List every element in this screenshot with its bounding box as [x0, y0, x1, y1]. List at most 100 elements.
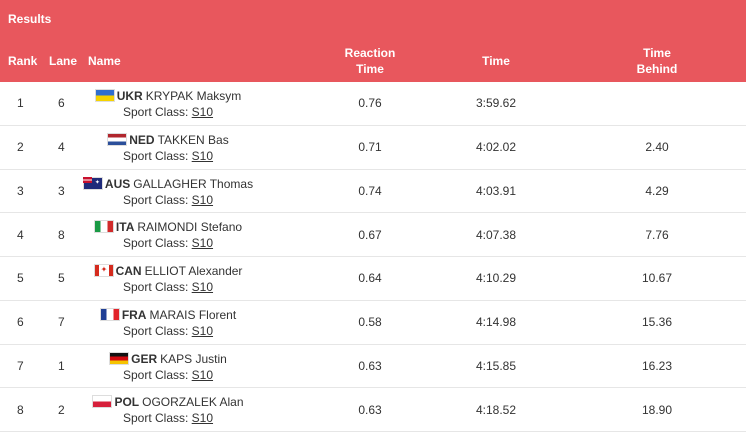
sport-class: Sport Class: S10: [68, 235, 268, 251]
time-cell: 4:03.91: [475, 183, 517, 198]
athlete-cell: POL OGORZALEK Alan Sport Class: S10: [68, 394, 268, 426]
col-lane: Lane: [49, 54, 78, 68]
rank-cell: 4: [17, 227, 24, 242]
col-behind-line1: Time: [643, 46, 671, 60]
sport-class-value[interactable]: S10: [191, 148, 214, 163]
rank-cell: 1: [17, 96, 24, 111]
time-behind-cell: 18.90: [641, 402, 673, 417]
athlete-cell: FRA MARAIS Florent Sport Class: S10: [68, 307, 268, 339]
lane-cell: 7: [58, 315, 65, 330]
results-table-body: 1 6 UKR KRYPAK Maksym Sport Class: S10 0.76 3:…: [0, 82, 746, 432]
sport-class-value[interactable]: S10: [191, 323, 214, 338]
reaction-time-cell: 0.63: [358, 402, 382, 417]
rank-cell: 2: [17, 140, 24, 155]
athlete-name[interactable]: GALLAGHER Thomas: [133, 176, 254, 191]
col-time: Time: [482, 54, 510, 68]
reaction-time-cell: 0.63: [358, 358, 382, 373]
sport-class: Sport Class: S10: [68, 192, 268, 208]
sport-class: Sport Class: S10: [68, 279, 268, 295]
time-cell: 3:59.62: [475, 96, 517, 111]
athlete-cell: ✦ CAN ELLIOT Alexander Sport Class: S10: [68, 263, 268, 295]
pol-flag-icon: [92, 395, 113, 409]
sport-class-value[interactable]: S10: [191, 280, 214, 294]
rank-cell: 7: [17, 358, 24, 373]
time-behind-cell: 2.40: [645, 140, 669, 155]
rank-cell: 3: [17, 183, 24, 198]
table-row: 7 1 GER KAPS Justin Sport Class: S10 0.63 4:15…: [0, 345, 746, 389]
athlete-name[interactable]: ELLIOT Alexander: [144, 264, 243, 278]
ned-flag-icon: [107, 132, 128, 146]
sport-class-value[interactable]: S10: [191, 105, 214, 119]
lane-cell: 8: [58, 227, 65, 242]
noc-code: ITA: [115, 220, 135, 235]
noc-code: POL: [114, 395, 140, 410]
athlete-cell: ITA RAIMONDI Stefano Sport Class: S10: [68, 219, 268, 251]
time-cell: 4:18.52: [475, 402, 517, 417]
rank-cell: 5: [17, 271, 24, 286]
table-row: 1 6 UKR KRYPAK Maksym Sport Class: S10 0.76 3:…: [0, 82, 746, 126]
results-title: Results: [8, 12, 52, 26]
time-cell: 4:07.38: [475, 227, 517, 242]
noc-code: FRA: [121, 307, 147, 322]
results-header: Results Rank Lane Name Reaction Time Tim…: [0, 0, 746, 82]
athlete-cell: UKR KRYPAK Maksym Sport Class: S10: [68, 88, 268, 120]
table-row: 6 7 FRA MARAIS Florent Sport Class: S10 0.58 4…: [0, 301, 746, 345]
sport-class-label: Sport Class:: [122, 192, 189, 207]
lane-cell: 4: [58, 140, 65, 155]
table-row: 4 8 ITA RAIMONDI Stefano Sport Class: S10 0.6…: [0, 213, 746, 257]
athlete-name[interactable]: OGORZALEK Alan: [142, 395, 244, 410]
noc-code: UKR: [116, 89, 143, 103]
athlete-name[interactable]: TAKKEN Bas: [157, 132, 229, 147]
ger-flag-icon: [109, 351, 130, 365]
sport-class: Sport Class: S10: [68, 104, 268, 120]
table-row: 5 5 ✦ CAN ELLIOT Alexander Sport Class: S10 0.…: [0, 257, 746, 301]
reaction-time-cell: 0.64: [358, 271, 382, 286]
ita-flag-icon: [93, 220, 114, 234]
athlete-name[interactable]: RAIMONDI Stefano: [137, 220, 243, 235]
sport-class-label: Sport Class:: [122, 105, 189, 119]
aus-flag-icon: ✦: [82, 176, 103, 190]
time-cell: 4:10.29: [475, 271, 517, 286]
reaction-time-cell: 0.58: [358, 315, 382, 330]
athlete-name[interactable]: MARAIS Florent: [149, 307, 237, 322]
athlete-name[interactable]: KRYPAK Maksym: [145, 89, 242, 103]
sport-class-label: Sport Class:: [122, 367, 189, 382]
sport-class-value[interactable]: S10: [191, 411, 214, 426]
table-row: 3 3 ✦ AUS GALLAGHER Thomas Sport Class: S10 0.…: [0, 170, 746, 214]
sport-class-value[interactable]: S10: [191, 367, 214, 382]
athlete-cell: ✦ AUS GALLAGHER Thomas Sport Class: S10: [68, 176, 268, 208]
lane-cell: 6: [58, 96, 65, 111]
time-behind-cell: 15.36: [641, 315, 673, 330]
col-time-behind: Time Behind: [617, 45, 697, 77]
lane-cell: 5: [58, 271, 65, 286]
table-row: 8 2 POL OGORZALEK Alan Sport Class: S10 0.63 4…: [0, 388, 746, 432]
athlete-cell: NED TAKKEN Bas Sport Class: S10: [68, 132, 268, 164]
time-behind-cell: 16.23: [641, 358, 673, 373]
lane-cell: 3: [58, 183, 65, 198]
sport-class-label: Sport Class:: [122, 148, 189, 163]
col-reaction-line2: Time: [356, 62, 384, 76]
sport-class-label: Sport Class:: [122, 236, 189, 251]
time-behind-cell: 4.29: [645, 183, 669, 198]
time-cell: 4:14.98: [475, 315, 517, 330]
sport-class: Sport Class: S10: [68, 148, 268, 164]
col-reaction-time: Reaction Time: [330, 45, 410, 77]
noc-code: CAN: [115, 264, 142, 278]
noc-code: GER: [131, 351, 158, 366]
reaction-time-cell: 0.76: [358, 96, 382, 111]
col-rank: Rank: [8, 54, 38, 68]
sport-class-label: Sport Class:: [122, 323, 189, 338]
noc-code: NED: [129, 132, 155, 147]
sport-class-value[interactable]: S10: [191, 192, 214, 207]
reaction-time-cell: 0.74: [358, 183, 382, 198]
sport-class: Sport Class: S10: [68, 323, 268, 339]
time-cell: 4:15.85: [475, 358, 517, 373]
sport-class-value[interactable]: S10: [191, 236, 214, 251]
ukr-flag-icon: [94, 89, 115, 102]
athlete-name[interactable]: KAPS Justin: [160, 351, 227, 366]
time-behind-cell: 10.67: [641, 271, 673, 286]
can-flag-icon: ✦: [93, 264, 114, 277]
athlete-cell: GER KAPS Justin Sport Class: S10: [68, 351, 268, 383]
col-name: Name: [88, 54, 121, 68]
time-behind-cell: 7.76: [645, 227, 669, 242]
